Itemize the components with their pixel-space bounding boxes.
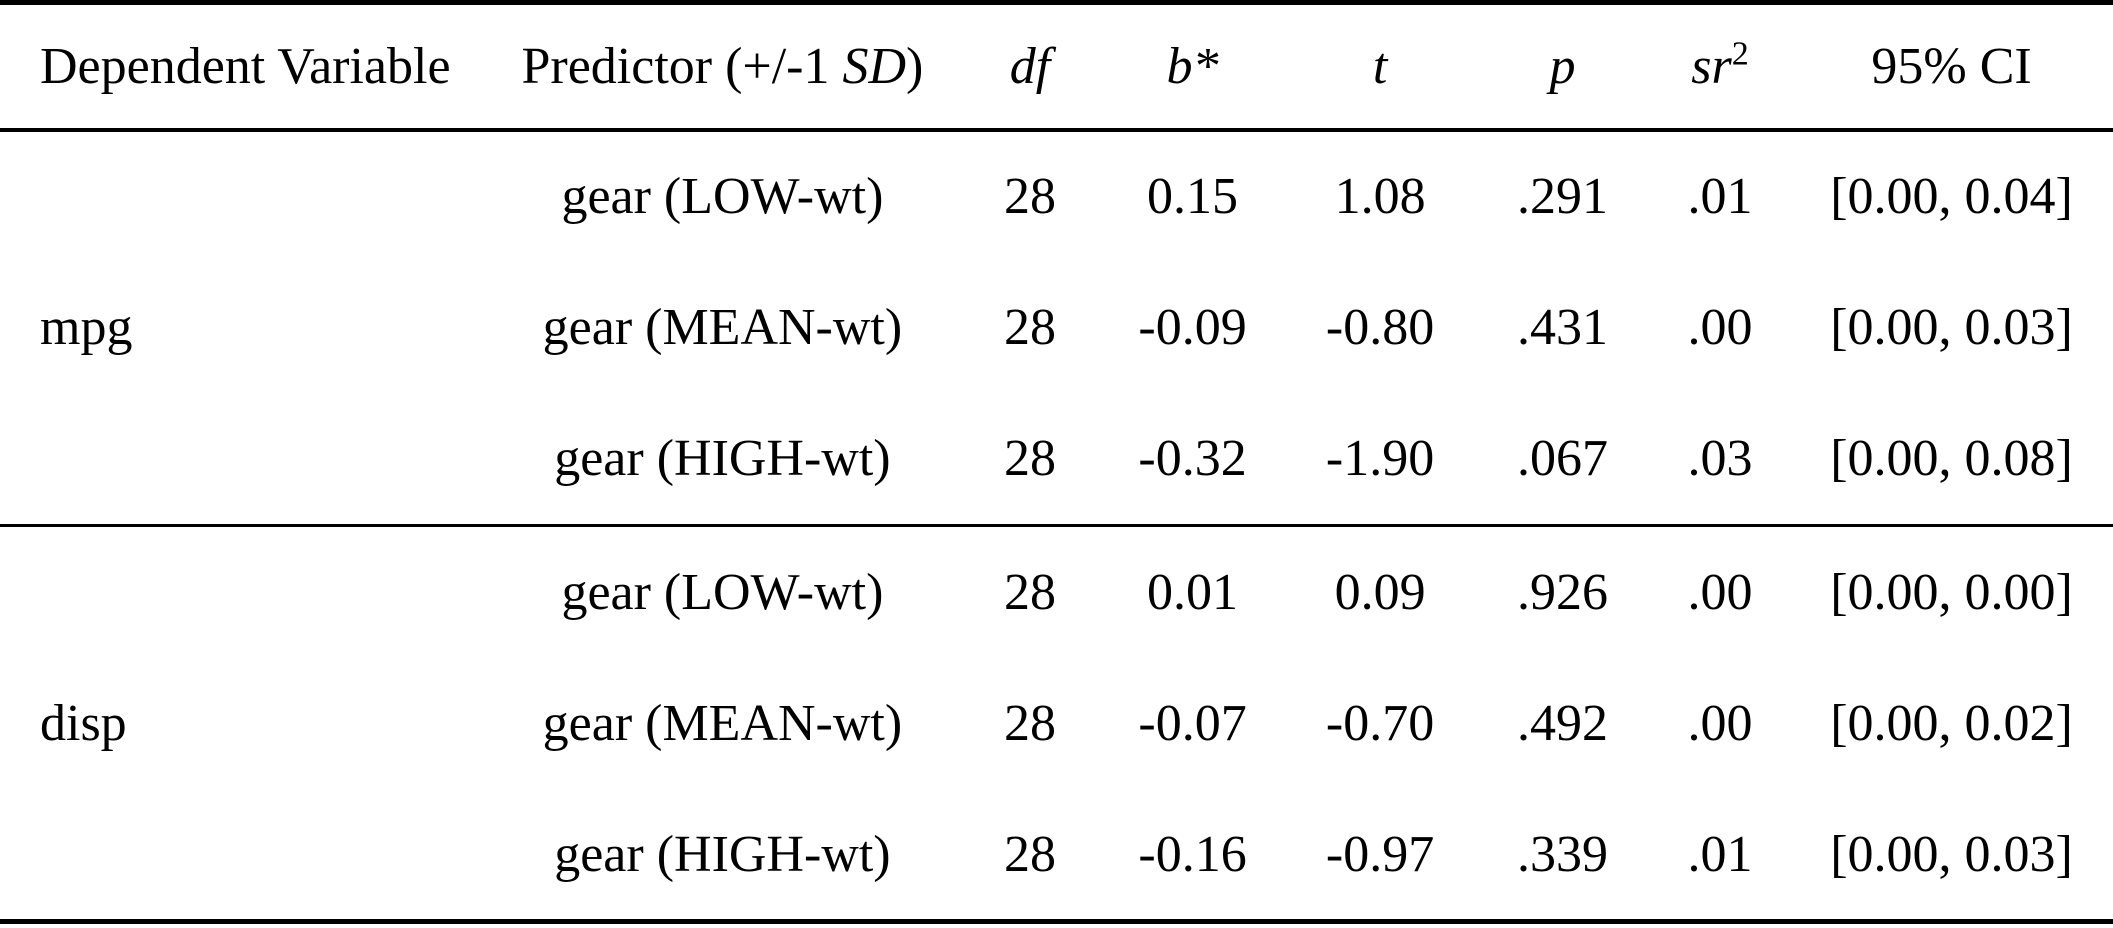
cell-sr-squared: .01: [1687, 168, 1753, 225]
cell-b-star: -0.09: [1138, 299, 1247, 356]
header-p-label: p: [1549, 37, 1576, 95]
header-b-star: b*: [1100, 3, 1285, 130]
header-df: df: [960, 3, 1100, 130]
cell-p: .492: [1517, 695, 1609, 752]
header-dependent-variable: Dependent Variable: [0, 3, 485, 130]
cell-t: 0.09: [1334, 563, 1426, 621]
cell-df: 28: [1003, 430, 1056, 488]
cell-p: .067: [1517, 430, 1609, 488]
cell-b-star: -0.32: [1138, 430, 1247, 488]
cell-t: -0.97: [1325, 825, 1435, 883]
header-b-star-label: b*: [1166, 37, 1219, 95]
cell-ci: [0.00, 0.02]: [1830, 695, 2073, 752]
header-predictor-suffix: ): [906, 37, 924, 95]
table-row: gear (MEAN-wt) 28 -0.07 -0.70 .492 .00 […: [0, 658, 2113, 790]
cell-p: .926: [1517, 563, 1609, 621]
cell-t: -0.80: [1325, 299, 1435, 356]
cell-sr-squared: .01: [1687, 825, 1753, 883]
header-ci-label: 95% CI: [1871, 37, 2032, 95]
header-p: p: [1475, 3, 1650, 130]
header-sr-base: sr: [1691, 37, 1732, 95]
table-row: mpg gear (LOW-wt) 28 0.15 1.08 .291 .01 …: [0, 130, 2113, 356]
header-predictor-sd: SD: [842, 37, 907, 95]
header-df-label: df: [1009, 37, 1051, 95]
cell-predictor: gear (LOW-wt): [561, 563, 884, 621]
cell-predictor: gear (MEAN-wt): [542, 299, 903, 356]
cell-df: 28: [1003, 825, 1056, 883]
cell-b-star: -0.16: [1138, 825, 1247, 883]
header-row: Dependent Variable Predictor (+/-1 SD) d…: [0, 3, 2113, 130]
cell-ci: [0.00, 0.03]: [1830, 299, 2073, 356]
cell-predictor: gear (MEAN-wt): [542, 695, 903, 752]
cell-t: -1.90: [1325, 430, 1435, 488]
cell-t: -0.70: [1325, 695, 1435, 752]
cell-dependent-variable: disp: [40, 694, 127, 752]
cell-df: 28: [1003, 695, 1056, 752]
cell-df: 28: [1003, 168, 1056, 225]
cell-sr-squared: .00: [1687, 299, 1753, 356]
cell-predictor: gear (LOW-wt): [561, 168, 884, 225]
table-row: gear (HIGH-wt) 28 -0.16 -0.97 .339 .01 […: [0, 790, 2113, 922]
header-ci: 95% CI: [1790, 3, 2113, 130]
table-row: disp gear (LOW-wt) 28 0.01 0.09 .926 .00…: [0, 526, 2113, 752]
header-t-label: t: [1372, 37, 1388, 95]
cell-ci: [0.00, 0.08]: [1830, 430, 2073, 488]
table-row: gear (MEAN-wt) 28 -0.09 -0.80 .431 .00 […: [0, 262, 2113, 394]
header-sr-exponent: 2: [1731, 35, 1749, 73]
cell-p: .291: [1517, 168, 1609, 225]
table-row: gear (HIGH-wt) 28 -0.32 -1.90 .067 .03 […: [0, 394, 2113, 526]
header-predictor-prefix: Predictor (+/-1: [521, 37, 843, 95]
cell-sr-squared: .00: [1687, 695, 1753, 752]
cell-b-star: -0.07: [1138, 695, 1247, 752]
header-predictor: Predictor (+/-1 SD): [485, 3, 960, 130]
cell-p: .431: [1517, 299, 1609, 356]
header-t: t: [1285, 3, 1475, 130]
cell-ci: [0.00, 0.00]: [1830, 563, 2073, 621]
header-dependent-variable-label: Dependent Variable: [40, 37, 451, 95]
table-header: Dependent Variable Predictor (+/-1 SD) d…: [0, 3, 2113, 130]
cell-ci: [0.00, 0.03]: [1830, 825, 2073, 883]
cell-sr-squared: .00: [1687, 563, 1753, 621]
cell-sr-squared: .03: [1687, 430, 1753, 488]
cell-dependent-variable: mpg: [40, 299, 133, 357]
cell-predictor: gear (HIGH-wt): [554, 825, 891, 883]
header-sr-squared: sr2: [1650, 3, 1790, 130]
cell-b-star: 0.15: [1147, 168, 1239, 225]
cell-ci: [0.00, 0.04]: [1830, 168, 2073, 225]
cell-t: 1.08: [1334, 168, 1426, 225]
cell-df: 28: [1003, 563, 1056, 621]
cell-p: .339: [1517, 825, 1609, 883]
table-body: mpg gear (LOW-wt) 28 0.15 1.08 .291 .01 …: [0, 130, 2113, 922]
cell-df: 28: [1003, 299, 1056, 356]
cell-predictor: gear (HIGH-wt): [554, 430, 891, 488]
cell-b-star: 0.01: [1147, 563, 1239, 621]
